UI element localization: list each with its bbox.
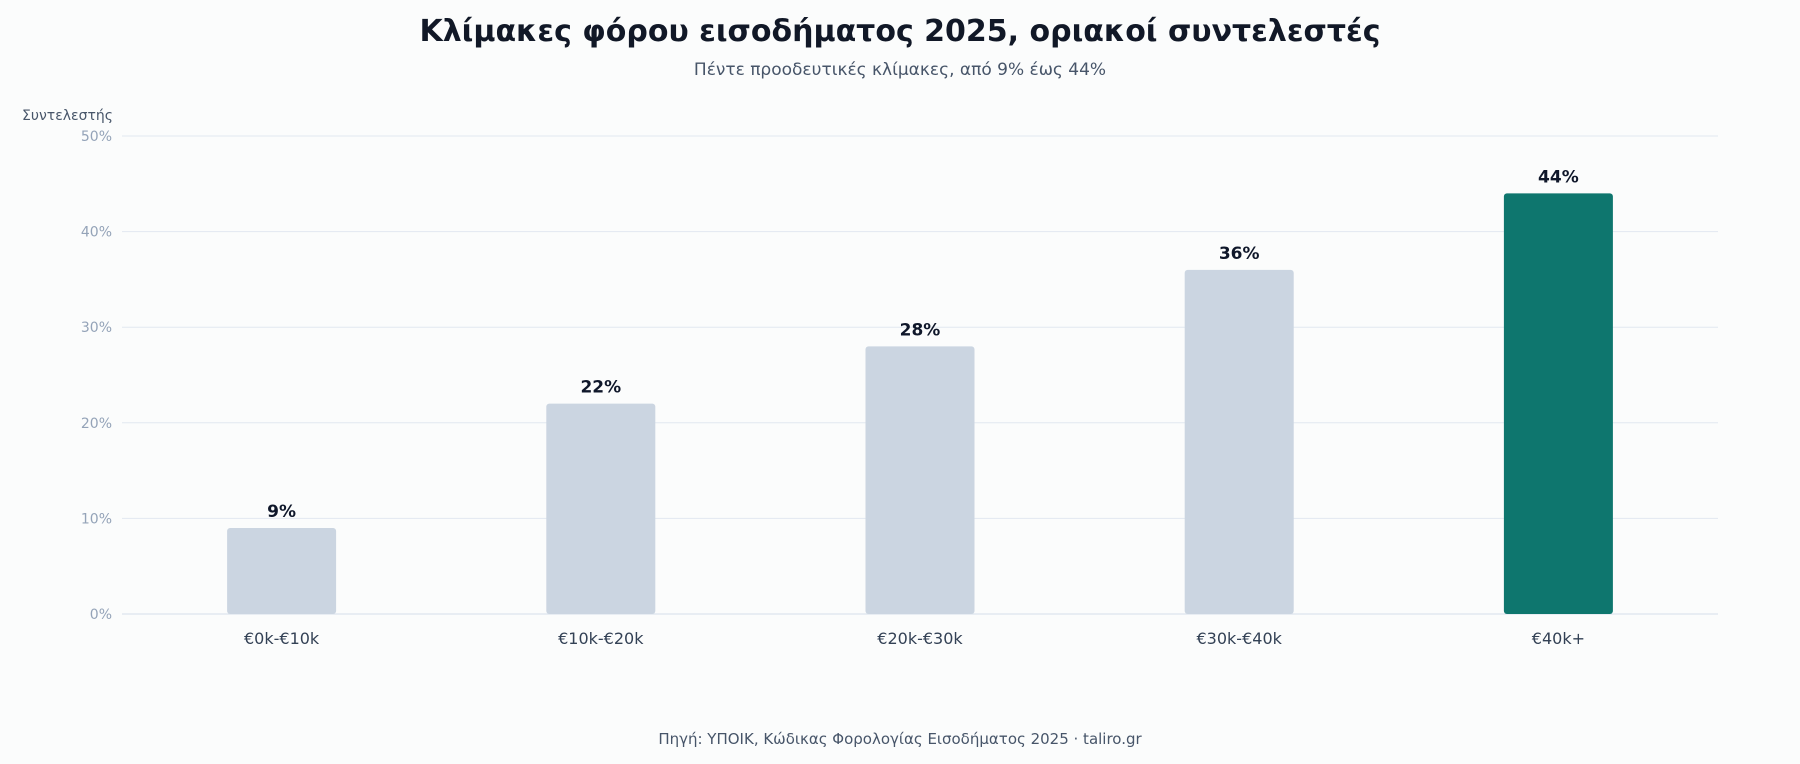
y-tick-label: 50% (81, 129, 112, 145)
bar (1503, 193, 1613, 615)
bar (227, 527, 337, 614)
data-label: 22% (580, 378, 621, 398)
data-label: 9% (267, 502, 296, 522)
x-tick-label: €0k-€10k (244, 629, 320, 648)
y-tick-label: 40% (81, 225, 112, 241)
x-tick-label: €10k-€20k (558, 629, 644, 648)
y-tick-label: 20% (81, 416, 112, 432)
x-tick-label: €40k+ (1532, 629, 1585, 648)
data-labels: 9% 22% 28% 36% 44% (267, 167, 1579, 522)
y-axis-label: Συντελεστής (22, 108, 113, 124)
y-tick-label: 30% (81, 320, 112, 336)
source-note: Πηγή: ΥΠΟΙΚ, Κώδικας Φορολογίας Εισοδήμα… (658, 730, 1142, 748)
x-tick-label: €20k-€30k (877, 629, 963, 648)
data-label: 44% (1538, 167, 1579, 187)
x-axis-ticks: €0k-€10k €10k-€20k €20k-€30k €30k-€40k €40k+ (244, 629, 1585, 648)
y-tick-label: 0% (90, 607, 112, 623)
chart-title: Κλίμακες φόρου εισοδήματος 2025, οριακοί… (419, 14, 1381, 49)
chart-subtitle: Πέντε προοδευτικές κλίμακες, από 9% έως … (693, 60, 1107, 80)
bar (546, 403, 656, 614)
x-tick-label: €30k-€40k (1197, 629, 1283, 648)
bars (227, 193, 1613, 615)
bar (1184, 269, 1294, 614)
data-label: 28% (900, 320, 941, 340)
bar (865, 346, 975, 614)
data-label: 36% (1219, 244, 1260, 264)
y-tick-label: 10% (81, 511, 112, 527)
